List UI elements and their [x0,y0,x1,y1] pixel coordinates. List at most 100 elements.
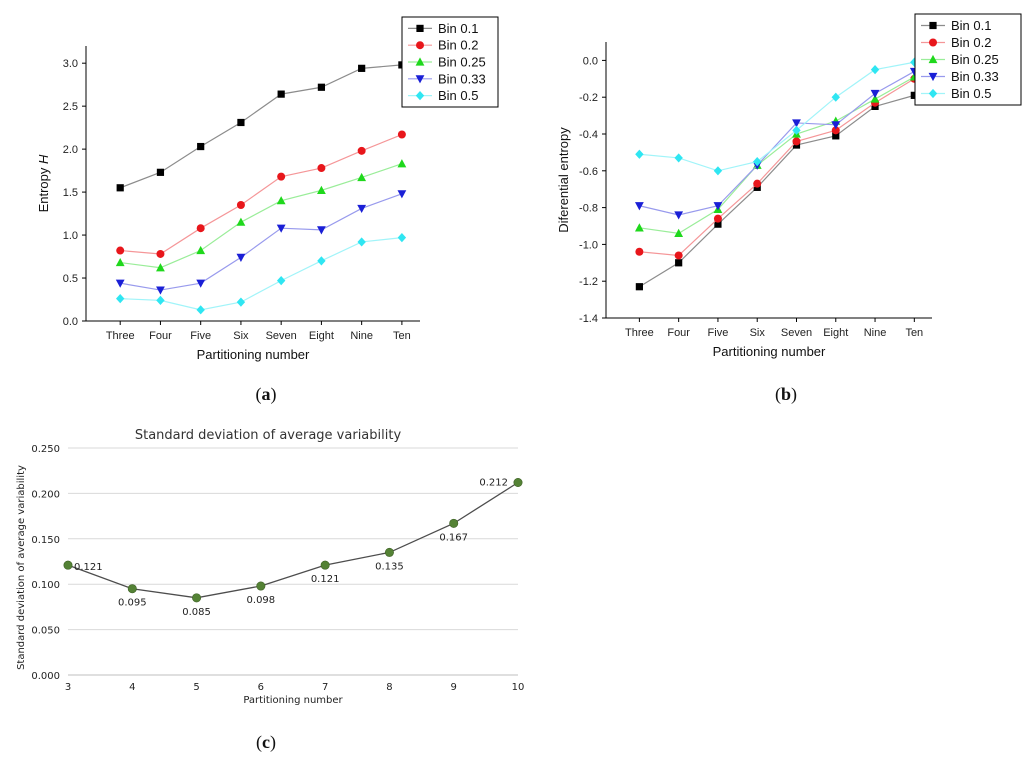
data-point-bin-0-5 [831,92,840,102]
data-label: 0.121 [311,574,340,585]
y-tick-label: -0.8 [579,203,598,215]
legend-marker-bin-0-25 [415,57,425,66]
chart-panel-b: 0.0 -0.2 -0.4 -0.6 -0.8 -1.0 -1.2 -1.4 Three Four… [556,13,1022,359]
x-axis-label: Partitioning number [197,347,310,362]
series-line-bin-0-1 [119,64,402,189]
data-point-bin-0-1 [910,91,918,99]
data-point-bin-0-25 [357,172,367,182]
data-point-bin-0-25 [276,196,286,205]
data-point-bin-0-5 [156,295,165,305]
chart-panel-c: Standard deviation of average variabilit… [16,428,524,706]
legend-marker-bin-0-33 [928,72,938,82]
x-tick-label: 8 [386,682,392,693]
data-point-bin-0-1 [317,83,326,91]
y-tick-label: -1.4 [579,313,598,325]
x-tick-label: Eight [823,327,848,339]
data-point-bin-0-5 [713,166,723,176]
x-tick-label: Nine [864,327,887,339]
legend-label-bin-0-5: Bin 0.5 [951,86,991,101]
data-point-bin-0-5 [276,276,286,286]
y-tick-label: 3.0 [63,58,78,70]
series-line-bin-0-2 [639,78,915,257]
legend-label-bin-0-33: Bin 0.33 [951,69,999,84]
data-point-bin-0-1 [832,132,840,140]
x-tick-label: 5 [193,682,199,693]
caption-b: (b) [775,384,797,405]
data-point-bin-0-1 [237,118,245,127]
x-tick-label: 10 [512,682,525,693]
chart-title: Standard deviation of average variabilit… [135,428,402,443]
data-point-bin-0-5 [116,294,125,304]
data-point [384,547,394,557]
y-tick-label: 0.200 [31,489,60,500]
data-point-bin-0-33 [397,190,407,199]
data-point-bin-0-2 [317,164,326,173]
data-label: 0.212 [479,478,508,489]
series-line-bin-0-5 [639,61,915,172]
x-tick-label: Five [708,327,729,339]
x-tick-label: Ten [905,327,923,339]
y-tick-label: -0.4 [579,129,598,141]
data-point-bin-0-5 [792,125,801,135]
data-point-bin-0-2 [635,247,644,256]
data-point-bin-0-2 [397,130,406,139]
data-point [320,560,330,570]
data-point-bin-0-25 [317,185,326,194]
data-label: 0.098 [247,595,276,606]
data-label: 0.167 [439,532,468,543]
caption-a: (a) [256,384,277,405]
data-point-bin-0-25 [236,217,246,226]
data-label: 0.135 [375,561,404,572]
data-point-bin-0-2 [831,126,840,135]
caption-c: (c) [256,732,276,753]
y-tick-label: -0.6 [579,166,598,178]
x-tick-label: Three [106,330,135,342]
data-point-bin-0-25 [397,159,407,168]
legend-label-bin-0-2: Bin 0.2 [438,38,478,53]
legend-marker-bin-0-25 [928,54,938,64]
x-tick-label: Six [233,330,249,342]
data-label: 0.121 [74,562,103,573]
data-point-bin-0-2 [156,249,165,258]
data-point-bin-0-2 [116,246,125,255]
data-point-bin-0-2 [277,172,286,181]
y-axis-label: Diferential entropy [556,127,571,233]
data-point-bin-0-1 [358,64,366,72]
data-point-bin-0-2 [236,200,245,209]
data-point-bin-0-5 [674,153,683,163]
series-line-bin-0-33 [120,193,403,291]
x-tick-label: Ten [393,330,411,342]
y-tick-label: 1.5 [63,187,78,199]
data-point-bin-0-1 [675,259,683,267]
data-point [256,581,266,591]
legend-marker-bin-0-2 [929,38,937,47]
data-point [63,560,73,570]
legend-marker-bin-0-5 [928,88,938,99]
x-tick-label: Three [625,327,654,339]
legend-label-bin-0-25: Bin 0.25 [951,52,999,67]
x-tick-label: Seven [781,327,812,339]
x-axis-label: Partitioning number [713,344,826,359]
data-point-bin-0-25 [156,263,165,272]
data-point-bin-0-2 [753,179,762,188]
series-line [67,481,519,599]
data-point-bin-0-25 [634,223,644,232]
y-tick-label: -1.2 [579,276,598,288]
legend-marker-bin-0-5 [415,91,425,101]
x-tick-label: Four [149,330,172,342]
x-tick-label: 7 [322,682,328,693]
data-point-bin-0-1 [116,184,124,192]
data-point-bin-0-2 [713,214,722,223]
series-line-bin-0-25 [120,163,403,269]
data-point-bin-0-5 [753,157,762,167]
chart-panel-a: 0.0 0.5 1.0 1.5 2.0 2.5 3.0 Three Four Five Six Sev… [36,16,499,362]
y-tick-label: 2.0 [63,144,78,156]
y-axis-label: Standard deviation of average variabilit… [16,465,27,670]
x-tick-label: 9 [451,682,457,693]
legend-label-bin-0-33: Bin 0.33 [438,71,486,86]
y-tick-label: -0.2 [579,92,598,104]
x-axis-label: Partitioning number [243,695,343,706]
